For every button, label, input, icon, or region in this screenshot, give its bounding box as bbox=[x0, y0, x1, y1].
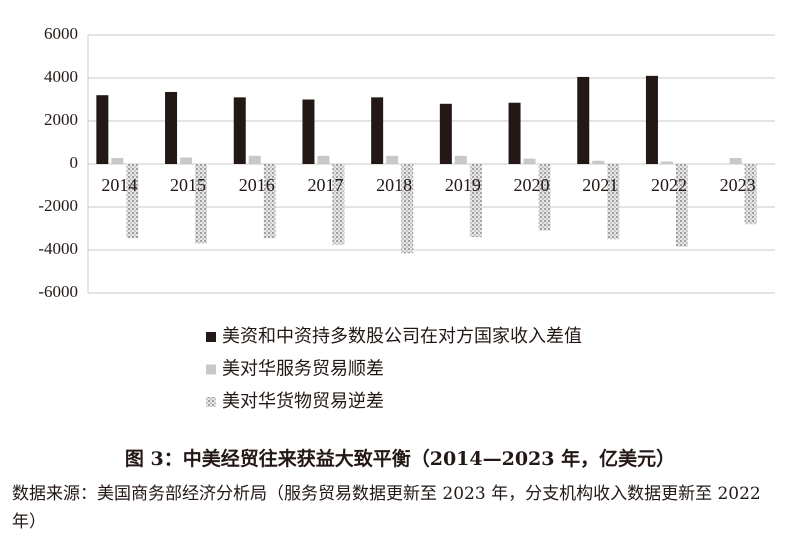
x-tick-label: 2015 bbox=[170, 175, 206, 195]
x-tick-label: 2021 bbox=[582, 175, 618, 195]
bar bbox=[401, 164, 414, 254]
x-tick-label: 2023 bbox=[720, 175, 756, 195]
bar bbox=[332, 164, 345, 245]
bar bbox=[577, 76, 590, 164]
bar bbox=[126, 164, 139, 239]
bar bbox=[607, 164, 620, 240]
x-tick-label: 2019 bbox=[445, 175, 481, 195]
source-note: 数据来源：美国商务部经济分析局（服务贸易数据更新至 2023 年，分支机构收入数… bbox=[12, 484, 761, 532]
bar bbox=[180, 157, 193, 164]
y-tick-label: 4000 bbox=[44, 67, 78, 86]
bar bbox=[386, 155, 399, 164]
bar bbox=[317, 155, 330, 164]
y-tick-label: -6000 bbox=[38, 282, 78, 301]
legend-swatch bbox=[206, 364, 216, 375]
legend-swatch bbox=[206, 332, 216, 342]
legend-label: 美对华服务贸易顺差 bbox=[222, 359, 384, 380]
bar bbox=[248, 155, 261, 164]
legend-swatch bbox=[206, 397, 216, 407]
y-tick-label: -2000 bbox=[38, 196, 78, 215]
bar bbox=[508, 102, 521, 164]
bar bbox=[660, 161, 673, 164]
bar bbox=[96, 95, 109, 164]
x-tick-label: 2018 bbox=[376, 175, 412, 195]
bar bbox=[469, 164, 482, 238]
bar bbox=[439, 103, 452, 164]
bar bbox=[454, 155, 467, 164]
bar bbox=[233, 97, 246, 164]
bar bbox=[538, 164, 551, 231]
bar bbox=[592, 160, 605, 164]
bar bbox=[263, 164, 276, 239]
bar bbox=[645, 75, 658, 164]
legend-label: 美对华货物贸易逆差 bbox=[222, 391, 384, 412]
x-tick-label: 2014 bbox=[101, 175, 137, 195]
y-tick-label: 0 bbox=[70, 153, 79, 172]
y-tick-label: 6000 bbox=[44, 24, 78, 43]
y-tick-label: -4000 bbox=[38, 239, 78, 258]
bar bbox=[195, 164, 208, 244]
bar bbox=[111, 157, 124, 164]
bar bbox=[371, 97, 384, 164]
bar bbox=[302, 99, 315, 164]
bar bbox=[165, 91, 178, 164]
y-tick-label: 2000 bbox=[44, 110, 78, 129]
x-tick-label: 2022 bbox=[651, 175, 687, 195]
chart-title: 图 3：中美经贸往来获益大致平衡（2014—2023 年，亿美元） bbox=[125, 447, 675, 470]
bar bbox=[675, 164, 688, 247]
chart: 图 3：中美经贸往来获益大致平衡（2014—2023 年，亿美元） -6000 -… bbox=[38, 24, 775, 470]
legend-label: 美资和中资持多数股公司在对方国家收入差值 bbox=[222, 326, 582, 347]
bar bbox=[744, 164, 757, 225]
x-tick-label: 2017 bbox=[307, 175, 343, 195]
x-tick-label: 2020 bbox=[514, 175, 550, 195]
bar bbox=[523, 158, 536, 164]
bar bbox=[729, 157, 742, 164]
x-tick-label: 2016 bbox=[239, 175, 275, 195]
